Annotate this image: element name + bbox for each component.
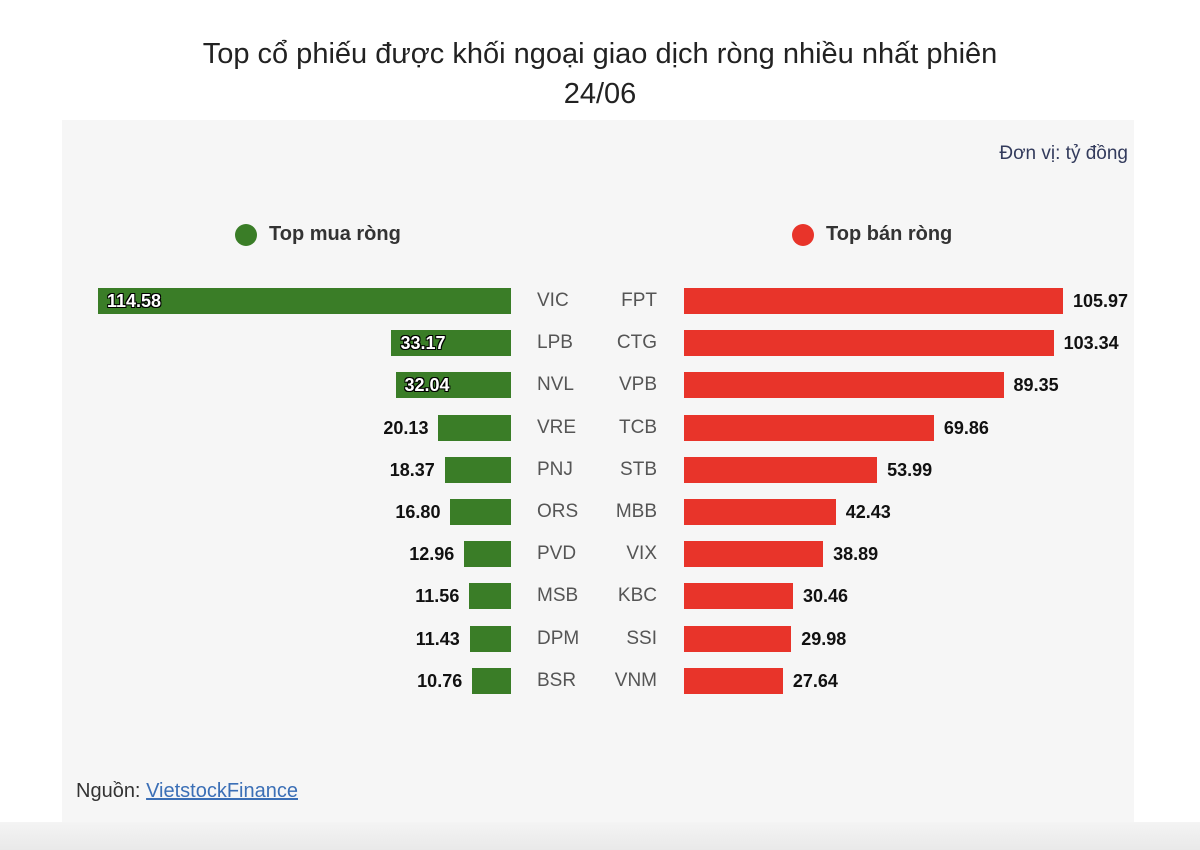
sell-bar-vnm [684, 667, 783, 694]
buy-bar-pvd [464, 541, 511, 568]
buy-bar-ors [450, 499, 511, 525]
buy-value-label: 11.56 [415, 586, 460, 607]
buy-tick-label: LPB [537, 332, 573, 354]
legend-buy-dot [235, 223, 257, 246]
buy-tick-label: DPM [537, 627, 580, 649]
legend-buy-label: Top mua ròng [269, 223, 401, 245]
buy-tick-label: NVL [537, 374, 574, 396]
buy-tick-label: PVD [537, 543, 577, 565]
buy-value-label: 18.37 [389, 459, 435, 480]
page-bottom-edge [0, 822, 1200, 850]
buy-tick-label: ORS [537, 501, 579, 522]
sell-value-label: 89.35 [1013, 375, 1059, 396]
buy-bar-dpm [469, 625, 511, 652]
sell-tick-label: STB [620, 458, 657, 480]
source-link[interactable]: VietstockFinance [146, 780, 298, 802]
buy-bar-msb [469, 583, 511, 610]
sell-value-label: 29.98 [801, 628, 847, 649]
sell-tick-label: VNM [614, 669, 657, 691]
sell-tick-label: KBC [617, 585, 657, 607]
sell-bar-tcb [684, 414, 934, 441]
buy-tick-label: BSR [537, 669, 577, 691]
chart-title: Top cổ phiếu được khối ngoại giao dịch r… [0, 34, 1200, 114]
buy-bar-bsr [472, 667, 511, 694]
buy-value-label: 12.96 [409, 544, 455, 565]
sell-value-label: 105.97 [1073, 291, 1129, 311]
sell-value-label: 42.43 [845, 502, 891, 522]
sell-tick-label: SSI [626, 627, 657, 649]
legend-sell: Top bán ròng [792, 223, 952, 246]
buy-value-label: 20.13 [383, 417, 429, 438]
legend-buy: Top mua ròng [235, 223, 401, 246]
sell-value-label: 27.64 [792, 670, 838, 691]
sell-bar-fpt [684, 288, 1063, 314]
buy-bar-pnj [444, 456, 511, 483]
sell-value-label: 30.46 [802, 586, 848, 607]
buy-bar-vic [98, 288, 511, 314]
sell-bar-stb [684, 456, 878, 483]
sell-value-label: 38.89 [833, 544, 879, 565]
sell-bar-vix [684, 541, 824, 568]
sell-bar-ssi [684, 625, 792, 652]
legend-sell-dot [792, 223, 814, 246]
buy-tick-label: VRE [537, 416, 577, 438]
source-prefix: Nguồn: [76, 780, 147, 802]
sell-bar-ctg [684, 330, 1054, 357]
legend-sell-label: Top bán ròng [826, 223, 953, 245]
sell-bar-vpb [684, 372, 1004, 399]
buy-value-label: 10.76 [417, 670, 463, 691]
buy-bar-vre [438, 414, 511, 441]
sell-tick-label: VPB [618, 374, 657, 396]
sell-tick-label: TCB [619, 416, 657, 438]
unit-label: Đơn vị: tỷ đồng [999, 143, 1128, 164]
sell-value-label: 53.99 [887, 459, 933, 480]
buy-tick-label: PNJ [537, 458, 573, 480]
buy-value-label: 114.58 [107, 291, 162, 311]
buy-value-label: 11.43 [415, 628, 460, 649]
sell-tick-label: FPT [621, 290, 657, 311]
chart-title-line2: 24/06 [563, 78, 637, 110]
buy-tick-label: MSB [537, 585, 579, 607]
sell-tick-label: CTG [616, 332, 657, 354]
sell-bar-mbb [684, 499, 836, 525]
sell-tick-label: MBB [615, 501, 657, 522]
chart-title-line1: Top cổ phiếu được khối ngoại giao dịch r… [202, 38, 998, 70]
buy-value-label: 32.04 [404, 375, 450, 396]
sell-value-label: 69.86 [943, 417, 989, 438]
sell-bar-kbc [684, 583, 793, 610]
buy-tick-label: VIC [537, 290, 569, 311]
buy-value-label: 16.80 [395, 502, 441, 522]
buy-value-label: 33.17 [400, 333, 446, 354]
sell-value-label: 103.34 [1063, 333, 1119, 354]
buy-bar-nvl [395, 372, 511, 399]
source-note: Nguồn: VietstockFinance [76, 780, 298, 803]
sell-tick-label: VIX [626, 543, 657, 565]
buy-bar-lpb [391, 330, 511, 357]
